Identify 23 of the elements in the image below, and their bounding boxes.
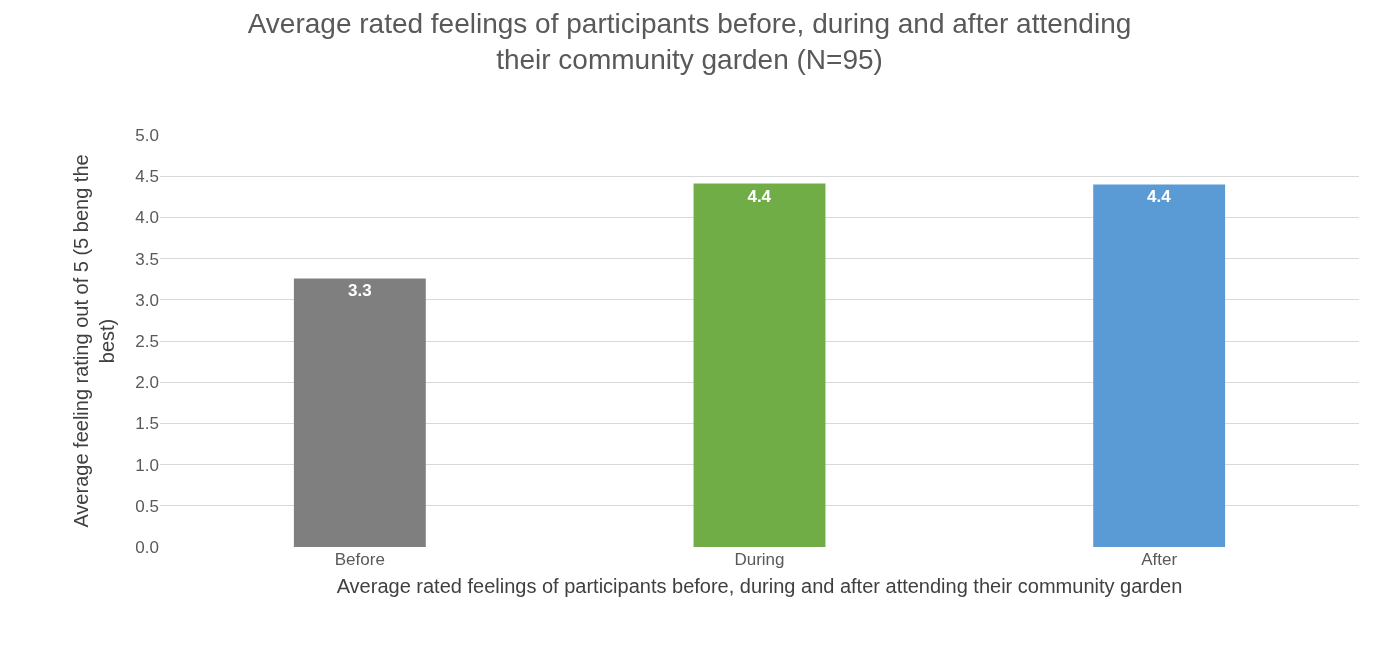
- data-label: 4.4: [747, 186, 772, 206]
- x-tick-label: During: [734, 550, 785, 569]
- data-label: 4.4: [1147, 187, 1172, 207]
- y-tick-label: 0.0: [135, 537, 159, 557]
- y-tick-label: 1.0: [135, 455, 159, 475]
- y-tick-label: 1.5: [135, 414, 159, 434]
- data-label: 3.3: [348, 281, 372, 301]
- bar: [1093, 184, 1226, 547]
- y-axis-title: Average feeling rating out of 5 (5 beng the best): [69, 154, 118, 528]
- chart-title: Average rated feelings of participants before, during and after attending their community garden (N=95): [247, 7, 1132, 76]
- y-tick-label: 5.0: [135, 125, 159, 145]
- y-tick-label: 2.0: [135, 373, 159, 393]
- y-tick-label: 4.5: [135, 167, 159, 187]
- x-axis-title: Average rated feelings of participants before, during and after attending their community garden: [336, 574, 1183, 597]
- y-tick-label: 3.0: [135, 290, 159, 310]
- x-tick-label: After: [1141, 550, 1178, 569]
- y-tick-label: 0.5: [135, 496, 159, 516]
- y-tick-label: 4.0: [135, 208, 159, 228]
- bar: [293, 278, 426, 547]
- y-tick-label: 2.5: [135, 331, 159, 351]
- bar: [693, 183, 826, 547]
- y-tick-label: 3.5: [135, 249, 159, 269]
- x-tick-label: Before: [334, 550, 385, 569]
